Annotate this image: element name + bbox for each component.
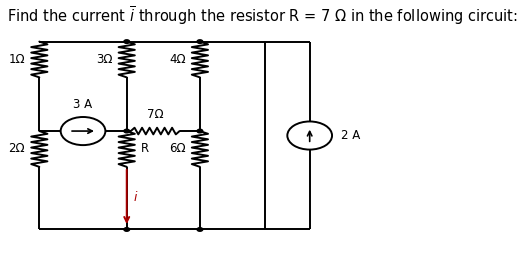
Text: 7Ω: 7Ω — [147, 108, 164, 121]
Text: 4Ω: 4Ω — [169, 53, 185, 66]
Circle shape — [197, 228, 203, 231]
Text: Find the current $\overline{i}$ through the resistor R = 7 Ω in the following ci: Find the current $\overline{i}$ through … — [7, 5, 517, 27]
Circle shape — [197, 129, 203, 133]
Text: 2Ω: 2Ω — [8, 142, 25, 155]
Circle shape — [197, 40, 203, 43]
Text: 3 A: 3 A — [73, 98, 93, 111]
Circle shape — [124, 40, 130, 43]
Text: 3Ω: 3Ω — [96, 53, 113, 66]
Text: R: R — [141, 142, 149, 155]
Text: $i$: $i$ — [133, 190, 139, 204]
Text: 6Ω: 6Ω — [169, 142, 185, 155]
Text: 2 A: 2 A — [341, 129, 360, 142]
Circle shape — [124, 129, 130, 133]
Text: 1Ω: 1Ω — [8, 53, 25, 66]
Circle shape — [124, 228, 130, 231]
